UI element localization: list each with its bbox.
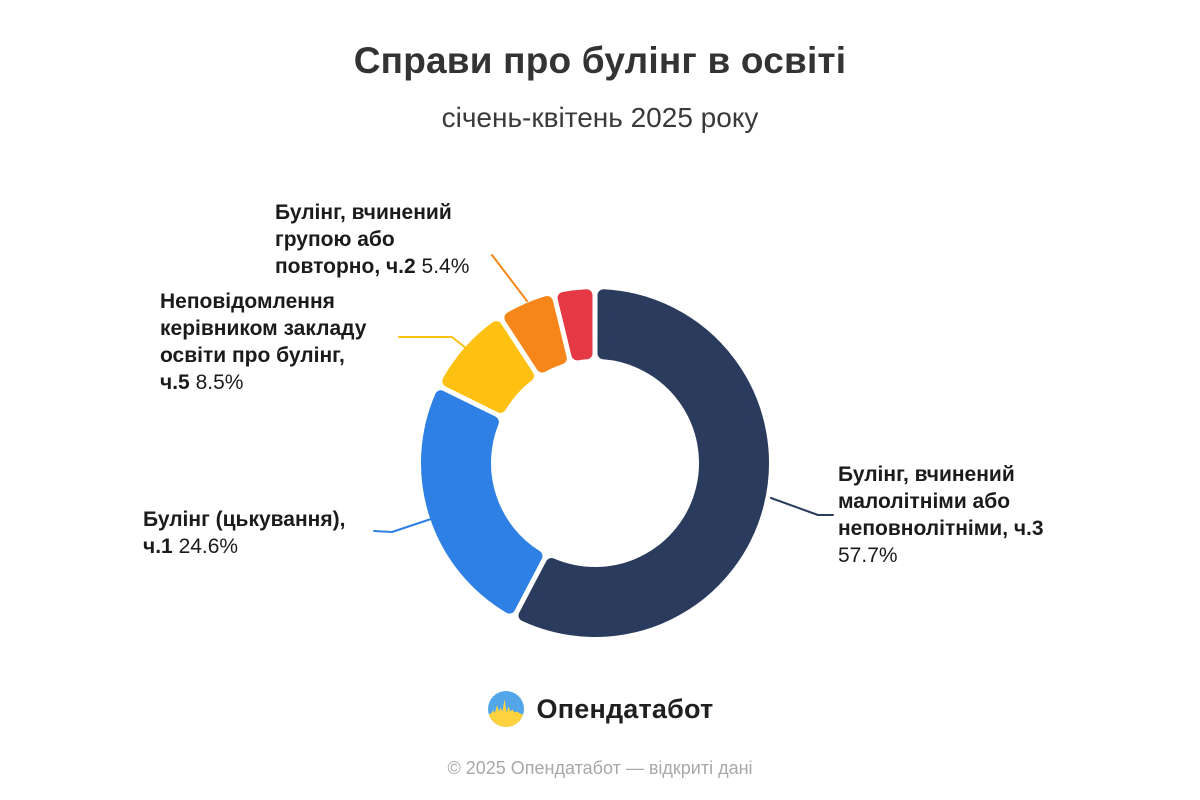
- callout-value: 57.7%: [838, 544, 898, 567]
- callout-value: 24.6%: [178, 535, 239, 558]
- callout-bullying-group-repeat-ch2: Булінг, вчинений групою або повторно, ч.…: [275, 199, 471, 280]
- callout-value: 5.4%: [421, 255, 470, 278]
- callout-bullying-minors-ch3: Булінг, вчинений малолітніми або неповно…: [838, 461, 1053, 569]
- donut-segment-0: [518, 289, 769, 637]
- opendatabot-icon: [487, 691, 524, 727]
- page-title: Справи про булінг в освіті: [353, 40, 847, 81]
- callout-failure-to-report-ch5: Неповідомлення керівником закладу освіти…: [160, 288, 380, 396]
- leader-line-ch2: [491, 254, 528, 302]
- leader-line-ch3: [770, 497, 834, 516]
- callout-label: Булінг (цькування), ч.1: [143, 508, 346, 558]
- donut-segment-2: [442, 321, 534, 413]
- callout-bullying-ch1: Булінг (цькування), ч.1 24.6%: [143, 506, 378, 560]
- callout-label: Неповідомлення керівником закладу освіти…: [160, 290, 367, 394]
- leader-line-ch5: [398, 336, 468, 350]
- brand-name: Опендатабот: [536, 693, 714, 724]
- brand-logo: Опендатабот: [0, 690, 1200, 728]
- callout-label: Булінг, вчинений малолітніми або неповно…: [838, 463, 1044, 540]
- copyright-line: © 2025 Опендатабот — відкриті дані: [447, 758, 753, 778]
- donut-segment-1: [421, 390, 543, 614]
- donut-segment-4: [557, 289, 593, 361]
- callout-value: 8.5%: [195, 371, 244, 394]
- page-subtitle: січень-квітень 2025 року: [441, 102, 759, 133]
- leader-line-ch1: [373, 518, 432, 533]
- donut-segment-3: [504, 295, 567, 373]
- callout-label: Булінг, вчинений групою або повторно, ч.…: [275, 201, 452, 278]
- header: Справи про булінг в освіті січень-квітен…: [0, 40, 1200, 134]
